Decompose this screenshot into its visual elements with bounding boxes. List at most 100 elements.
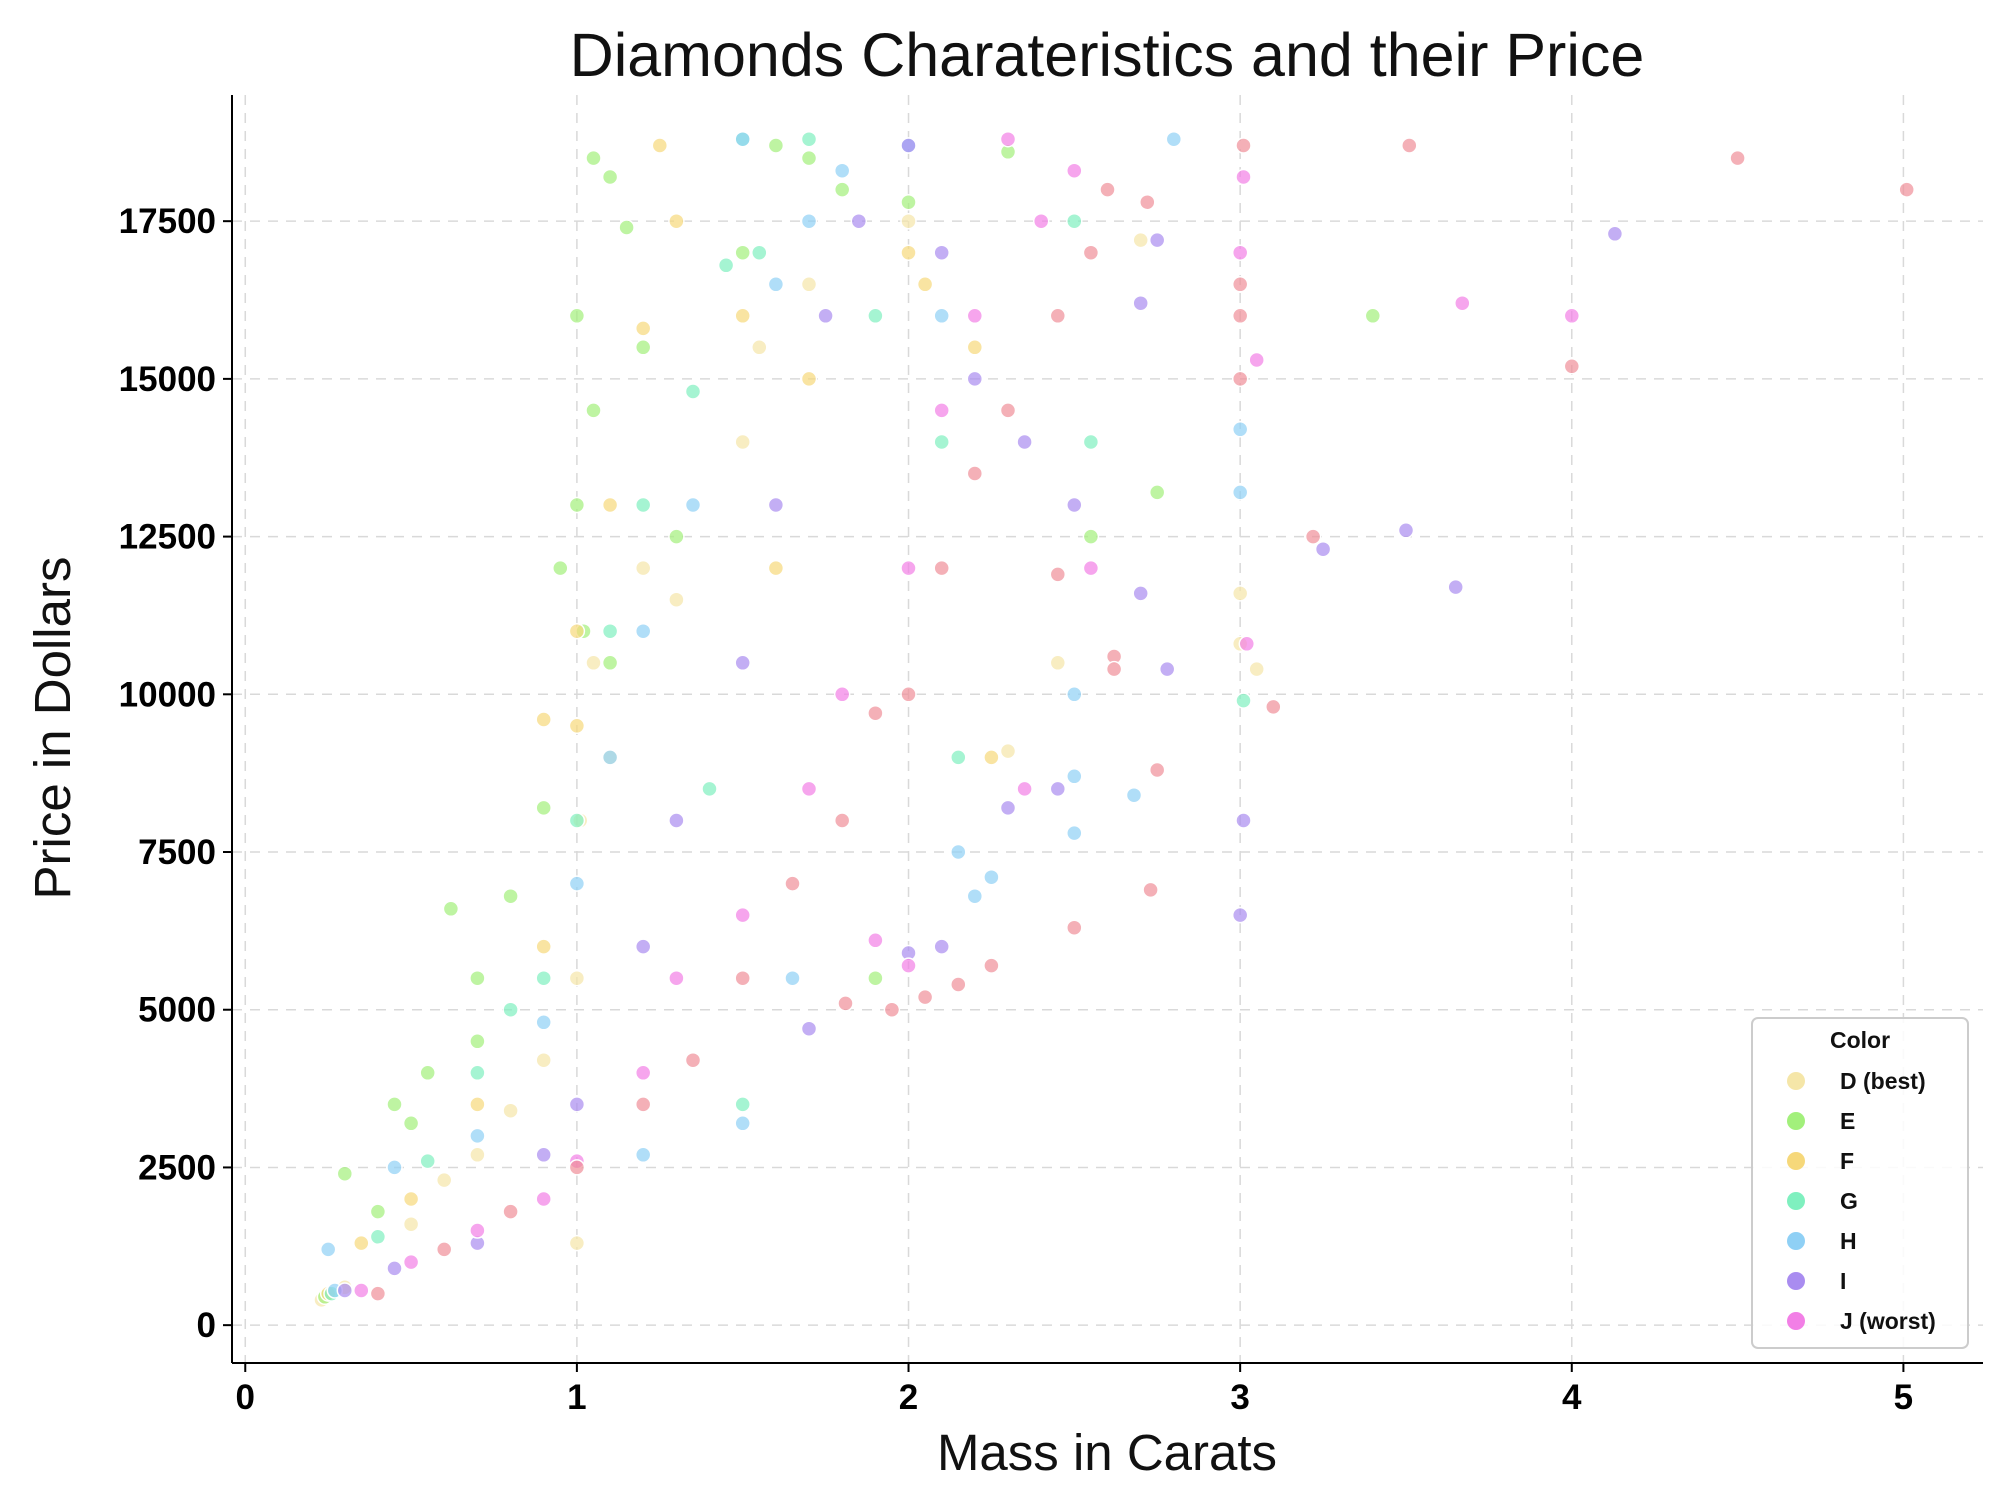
data-point <box>1563 307 1581 325</box>
data-point <box>386 1096 403 1113</box>
data-point <box>1231 276 1249 293</box>
x-tick-label: 5 <box>1894 1378 1913 1417</box>
data-point <box>933 402 950 419</box>
data-point <box>1231 484 1249 501</box>
legend-item: G <box>1787 1188 1858 1214</box>
data-point <box>1066 919 1083 936</box>
data-point <box>950 976 967 993</box>
data-point <box>535 969 552 987</box>
data-point <box>469 1146 486 1164</box>
data-point <box>933 307 950 325</box>
data-point <box>1397 522 1415 539</box>
data-point <box>751 244 768 261</box>
data-point <box>734 654 751 672</box>
data-point <box>634 559 652 577</box>
data-point <box>833 181 851 198</box>
data-point <box>684 383 702 400</box>
data-point <box>983 868 1000 886</box>
data-point <box>1082 244 1100 261</box>
x-tick-label: 1 <box>567 1378 586 1417</box>
data-point <box>1265 698 1282 716</box>
data-point <box>1248 660 1265 678</box>
data-point <box>1148 231 1166 249</box>
data-point <box>734 969 751 987</box>
data-point <box>966 370 984 388</box>
data-point <box>950 843 967 861</box>
data-point <box>1235 812 1252 829</box>
data-point <box>668 528 685 545</box>
data-point <box>601 749 619 766</box>
data-point <box>867 932 884 949</box>
y-tick-label: 15000 <box>119 360 216 399</box>
series-3 <box>323 130 1252 1302</box>
data-point <box>883 1001 901 1018</box>
data-point <box>900 559 917 577</box>
legend-item: H <box>1787 1228 1857 1254</box>
x-axis-title: Mass in Carats <box>937 1424 1277 1481</box>
data-point <box>1238 635 1256 653</box>
data-point <box>800 780 818 798</box>
data-point <box>1049 780 1067 798</box>
data-point <box>1314 540 1332 558</box>
data-point <box>1231 906 1249 924</box>
x-tick-label: 2 <box>899 1378 918 1417</box>
data-point <box>535 711 552 728</box>
series-4 <box>319 130 1249 1299</box>
data-point <box>850 212 868 230</box>
data-point <box>1447 578 1464 596</box>
data-point <box>900 244 917 261</box>
data-point <box>784 969 801 987</box>
data-point <box>999 402 1017 419</box>
data-point <box>353 1282 370 1299</box>
data-point <box>634 1064 652 1082</box>
data-point <box>601 622 619 640</box>
legend-item: J (worst) <box>1787 1308 1936 1334</box>
data-point <box>1132 294 1149 312</box>
data-point <box>734 906 751 924</box>
data-point <box>734 1096 751 1113</box>
data-point <box>435 1171 453 1189</box>
data-point <box>734 1115 751 1132</box>
data-point <box>1139 193 1156 211</box>
data-point <box>701 780 718 798</box>
data-point <box>568 969 586 987</box>
data-point <box>618 219 635 236</box>
data-point <box>469 1033 486 1050</box>
data-point <box>585 149 602 167</box>
data-point <box>568 1159 586 1176</box>
data-point <box>1231 421 1249 438</box>
data-point <box>1158 660 1176 678</box>
data-point <box>933 938 950 955</box>
legend-label: H <box>1840 1228 1857 1254</box>
data-point <box>999 130 1017 148</box>
legend-swatch <box>1787 1152 1805 1170</box>
data-point <box>469 1222 486 1239</box>
data-point <box>568 812 586 829</box>
data-point <box>535 1014 552 1031</box>
data-point <box>634 339 652 356</box>
data-point <box>402 1215 420 1233</box>
data-point <box>568 717 586 735</box>
data-point <box>800 212 818 230</box>
data-point <box>1235 168 1252 186</box>
y-tick-label: 0 <box>197 1306 216 1345</box>
data-point <box>734 130 751 148</box>
legend-label: E <box>1840 1108 1855 1134</box>
legend-swatch <box>1787 1112 1805 1130</box>
y-tick-label: 12500 <box>119 518 216 557</box>
chart-title: Diamonds Charateristics and their Price <box>570 21 1645 89</box>
data-point <box>800 1020 818 1037</box>
data-point <box>568 307 586 325</box>
data-point <box>950 749 967 766</box>
data-point <box>535 1051 552 1069</box>
data-point <box>1235 692 1252 709</box>
data-point <box>502 1102 519 1119</box>
data-point <box>502 1203 519 1220</box>
legend-label: I <box>1840 1268 1846 1294</box>
data-point <box>386 1260 403 1277</box>
data-point <box>353 1234 370 1252</box>
legend-item: F <box>1787 1148 1854 1174</box>
data-point <box>469 1127 486 1145</box>
data-point <box>999 799 1017 817</box>
